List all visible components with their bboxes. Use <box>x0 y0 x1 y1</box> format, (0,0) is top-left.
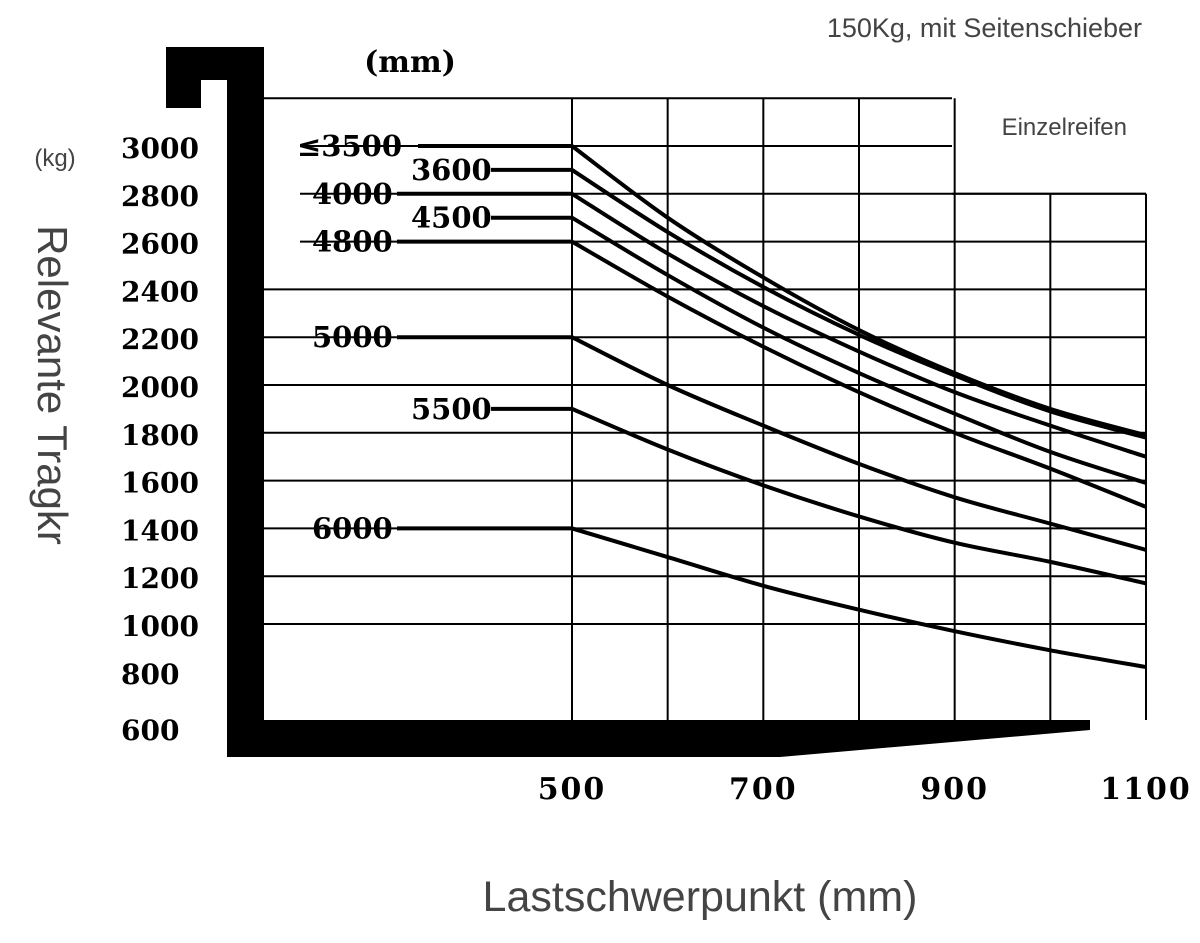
series-label: 4500 <box>411 201 492 235</box>
y-tick-label: 1400 <box>121 514 199 547</box>
y-tick-label: 1600 <box>121 467 199 500</box>
series-label: 4000 <box>312 177 393 211</box>
y-tick-label: 3000 <box>121 132 199 165</box>
series-line <box>491 167 1147 440</box>
grid <box>264 97 1147 720</box>
y-axis-label: Relevante Tragkr <box>29 225 76 545</box>
series-label: 3600 <box>411 153 492 187</box>
y-tick-label: 2800 <box>121 180 199 213</box>
series-line <box>491 215 1147 485</box>
y-tick-label: 800 <box>121 658 179 691</box>
series-line <box>397 191 1147 459</box>
axis-frame <box>166 47 1090 757</box>
y-tick-label: 2200 <box>121 323 199 356</box>
series-label: ≤3500 <box>297 129 402 163</box>
series-line <box>397 526 1147 669</box>
series-labels: ≤3500 3600 4000 4500 4800 5000 5500 6000 <box>297 129 492 545</box>
x-tick-label: 500 <box>538 772 607 807</box>
y-tick-label: 1000 <box>121 610 199 643</box>
x-axis-label: Lastschwerpunkt (mm) <box>483 873 918 921</box>
series-label: 5000 <box>312 320 393 354</box>
series-lines <box>397 144 1147 669</box>
x-tick-labels: 500 700 900 1100 <box>538 772 1192 807</box>
y-tick-label: 2000 <box>121 371 199 404</box>
y-tick-labels: 3000 2800 2600 2400 2200 2000 1800 1600 1400 1200… <box>121 132 199 747</box>
unit-label-mm: (mm) <box>364 45 456 80</box>
y-tick-label: 1800 <box>121 419 199 452</box>
x-tick-label: 900 <box>920 772 989 807</box>
series-line <box>397 239 1147 509</box>
y-tick-label: 1200 <box>121 562 199 595</box>
series-line <box>418 144 1147 438</box>
y-tick-label: 2600 <box>121 228 199 261</box>
series-line <box>491 406 1147 586</box>
y-tick-label: 2400 <box>121 275 199 308</box>
y-tick-label: 600 <box>121 714 179 747</box>
chart-title: 150Kg, mit Seitenschieber <box>827 13 1142 43</box>
x-tick-label: 1100 <box>1100 772 1192 807</box>
chart-note: Einzelreifen <box>1002 114 1127 141</box>
series-label: 6000 <box>312 511 393 545</box>
y-unit-label: (kg) <box>34 145 75 172</box>
series-line <box>397 335 1147 552</box>
series-label: 5500 <box>411 392 492 426</box>
x-tick-label: 700 <box>729 772 798 807</box>
series-label: 4800 <box>312 225 393 259</box>
